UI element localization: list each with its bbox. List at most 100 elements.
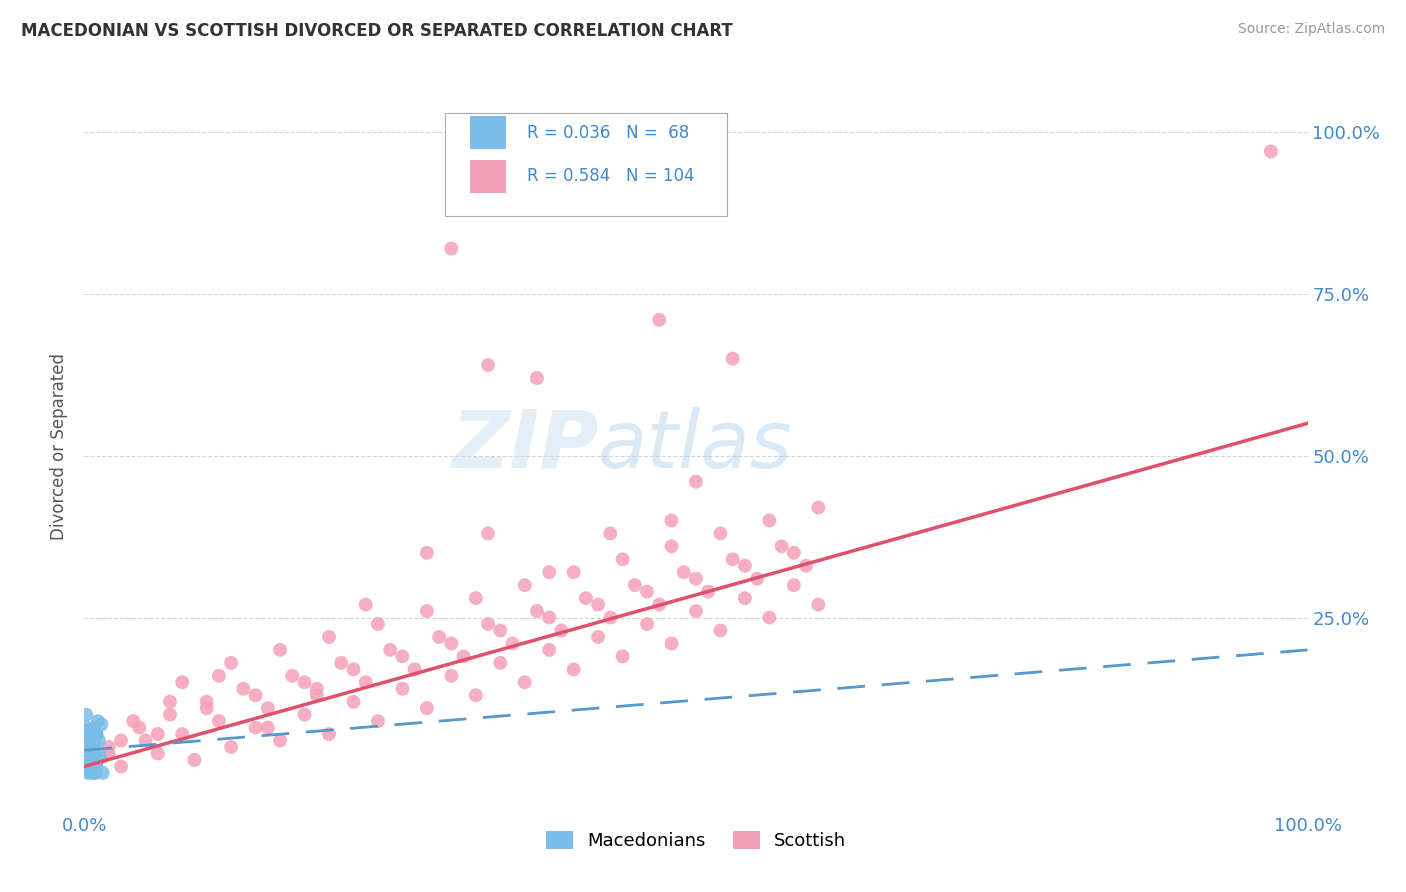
Point [586, 598, 609, 612]
Text: ZIP: ZIP [451, 407, 598, 485]
Point [636, 617, 658, 632]
Point [367, 714, 389, 728]
Point [80, 759, 103, 773]
Point [599, 526, 621, 541]
Point [661, 636, 683, 650]
Point [648, 598, 671, 612]
Point [612, 649, 634, 664]
Point [84, 749, 107, 764]
Point [79, 731, 101, 745]
Point [783, 546, 806, 560]
Point [305, 681, 328, 696]
FancyBboxPatch shape [470, 160, 506, 193]
Point [75, 753, 97, 767]
Point [183, 753, 205, 767]
Point [82, 765, 104, 780]
Point [586, 630, 609, 644]
Point [86, 727, 108, 741]
Point [391, 649, 413, 664]
Point [75, 759, 97, 773]
Point [128, 721, 150, 735]
Point [489, 624, 512, 638]
Point [1260, 145, 1282, 159]
Point [538, 566, 561, 580]
Point [77, 733, 100, 747]
Point [575, 591, 598, 606]
Point [440, 242, 463, 256]
Point [172, 727, 194, 741]
Point [269, 643, 291, 657]
Point [83, 747, 105, 761]
Point [77, 737, 100, 751]
Point [83, 731, 105, 745]
Point [146, 727, 169, 741]
Text: R = 0.584   N = 104: R = 0.584 N = 104 [527, 168, 695, 186]
Point [367, 617, 389, 632]
Point [709, 624, 731, 638]
Point [416, 604, 439, 618]
Text: MACEDONIAN VS SCOTTISH DIVORCED OR SEPARATED CORRELATION CHART: MACEDONIAN VS SCOTTISH DIVORCED OR SEPAR… [21, 22, 733, 40]
Point [84, 759, 107, 773]
Point [97, 747, 120, 761]
Point [79, 763, 101, 777]
Point [219, 739, 242, 754]
Point [79, 723, 101, 738]
Point [477, 526, 499, 541]
Point [75, 743, 97, 757]
Point [464, 688, 486, 702]
Point [82, 731, 104, 745]
Point [758, 513, 780, 527]
Point [83, 753, 105, 767]
Point [77, 753, 100, 767]
Point [77, 759, 100, 773]
Point [404, 662, 426, 676]
Point [672, 566, 695, 580]
Point [122, 714, 145, 728]
Point [77, 765, 100, 780]
Point [79, 747, 101, 761]
Point [219, 656, 242, 670]
Point [526, 604, 548, 618]
Point [794, 558, 817, 573]
Point [330, 656, 353, 670]
Point [159, 695, 181, 709]
Point [80, 759, 103, 773]
Point [84, 727, 107, 741]
Point [75, 749, 97, 764]
Point [562, 566, 585, 580]
Point [80, 756, 103, 771]
Point [697, 584, 720, 599]
Point [83, 739, 105, 754]
Point [110, 733, 132, 747]
Point [208, 714, 231, 728]
Point [76, 759, 98, 773]
Point [76, 743, 98, 757]
Point [195, 695, 218, 709]
Point [550, 624, 572, 638]
Point [83, 727, 105, 741]
Point [76, 739, 98, 754]
Point [79, 739, 101, 754]
Point [90, 717, 112, 731]
Point [245, 721, 267, 735]
Point [159, 707, 181, 722]
Point [77, 763, 100, 777]
Text: Source: ZipAtlas.com: Source: ZipAtlas.com [1237, 22, 1385, 37]
Point [502, 636, 524, 650]
Point [513, 578, 536, 592]
Point [84, 763, 107, 777]
Point [354, 598, 377, 612]
Point [110, 759, 132, 773]
Point [342, 695, 364, 709]
Point [734, 591, 756, 606]
Point [807, 598, 830, 612]
Point [80, 747, 103, 761]
Point [269, 733, 291, 747]
Point [538, 610, 561, 624]
Point [538, 643, 561, 657]
Point [77, 739, 100, 754]
Point [612, 552, 634, 566]
Text: R = 0.036   N =  68: R = 0.036 N = 68 [527, 124, 689, 142]
Point [624, 578, 647, 592]
Point [75, 707, 97, 722]
